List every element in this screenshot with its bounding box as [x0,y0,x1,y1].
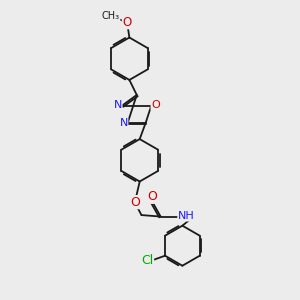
Text: O: O [130,196,140,208]
Text: O: O [147,190,157,203]
Text: Cl: Cl [141,254,154,267]
Text: NH: NH [178,211,195,221]
Text: O: O [151,100,160,110]
Text: N: N [119,118,128,128]
Text: O: O [122,16,132,29]
Text: N: N [114,100,122,110]
Text: CH₃: CH₃ [102,11,120,21]
